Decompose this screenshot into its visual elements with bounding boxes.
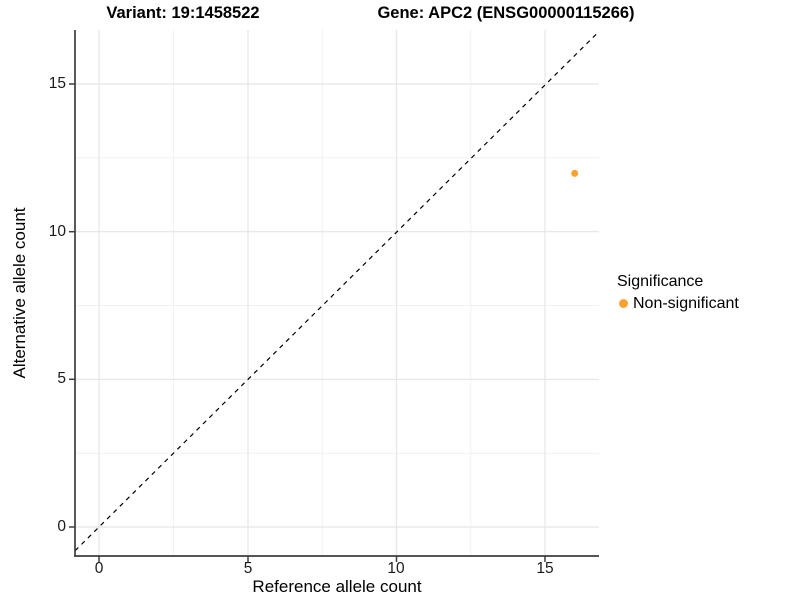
y-tick-label-15: 15 [48,75,66,92]
x-tick-label-5: 5 [243,560,253,577]
x-tick-label-0: 0 [94,560,104,577]
legend-title: Significance [617,273,704,290]
minor-gridlines [75,30,599,556]
plot-title-gene: Gene: APC2 (ENSG00000115266) [377,4,635,22]
y-axis-title: Alternative allele count [10,207,29,379]
x-tick-label-10: 10 [387,560,405,577]
legend-entry-non-significant: Non-significant [615,295,739,312]
x-tick-label-15: 15 [536,560,554,577]
tick-marks [69,83,546,562]
major-gridlines [75,30,599,556]
identity-reference-line [74,31,600,552]
y-tick-label-5: 5 [57,370,66,388]
plot-title-variant: Variant: 19:1458522 [106,4,260,22]
axis-lines [74,30,599,557]
data-point-non-significant [571,169,579,177]
y-tick-label-10: 10 [48,222,66,240]
legend: Significance Non-significant [615,272,739,312]
x-axis-title: Reference allele count [252,577,422,596]
y-tick-label-0: 0 [57,518,66,535]
circle-marker-icon [619,299,628,308]
legend-entry-label: Non-significant [633,295,739,312]
